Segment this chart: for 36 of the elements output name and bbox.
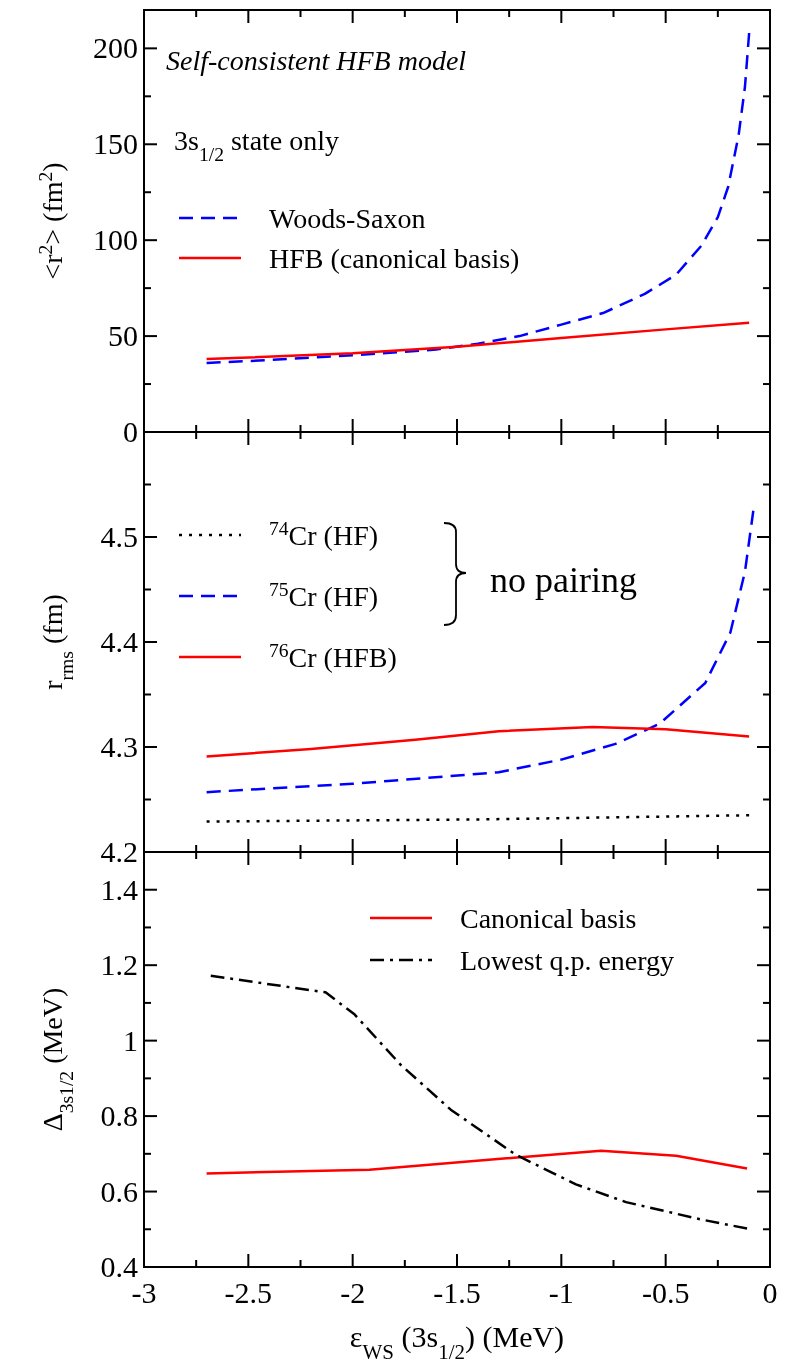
x-tick-label: -1: [548, 1276, 574, 1309]
x-tick-label: 0: [762, 1276, 778, 1309]
y-tick-label: 0: [123, 415, 138, 448]
y-tick-label: 4.3: [100, 730, 138, 763]
line-series: [205, 321, 751, 361]
y-tick-label: 4.2: [100, 835, 138, 868]
y-tick-label: 0.8: [100, 1099, 138, 1133]
y-tick-label: 4.5: [100, 520, 138, 553]
y-tick-label: 150: [93, 127, 138, 161]
y-tick-label: 4.4: [100, 625, 138, 658]
y-tick-label: 1: [123, 1023, 138, 1057]
legend-label: Woods-Saxon: [269, 203, 426, 234]
y-tick-label: 1.2: [100, 948, 138, 982]
annotation: no pairing: [490, 560, 637, 600]
legend-label: Canonical basis: [460, 903, 637, 934]
x-tick-label: -2.5: [224, 1276, 273, 1309]
annotation: 3s$_{1/2}$ state only: [174, 125, 340, 165]
x-tick-label: -0.5: [641, 1276, 690, 1309]
legend-label: Lowest q.p. energy: [460, 945, 675, 976]
line-series: [205, 725, 751, 758]
y-tick-label: 100: [93, 223, 138, 257]
annotation: Self-consistent HFB model: [166, 45, 467, 76]
x-axis-title: ε$_{WS}$ (3s$_{1/2}$) (MeV): [349, 1320, 565, 1364]
x-tick-label: -2: [340, 1276, 366, 1309]
legend-label: $^{74}$Cr (HF): [269, 517, 379, 551]
legend-label: HFB (canonical basis): [269, 243, 520, 274]
line-series: [209, 974, 749, 1230]
y-tick-label: 50: [108, 319, 138, 353]
y-tick-label: 1.4: [100, 872, 138, 906]
x-tick-label: -1.5: [433, 1276, 481, 1309]
line-series: [205, 1149, 749, 1175]
line-series: [205, 509, 755, 794]
legend-label: $^{76}$Cr (HFB): [269, 639, 397, 673]
legend-label: $^{75}$Cr (HF): [269, 578, 379, 612]
y-tick-label: 0.6: [100, 1174, 138, 1208]
y-tick-label: 200: [93, 31, 138, 65]
